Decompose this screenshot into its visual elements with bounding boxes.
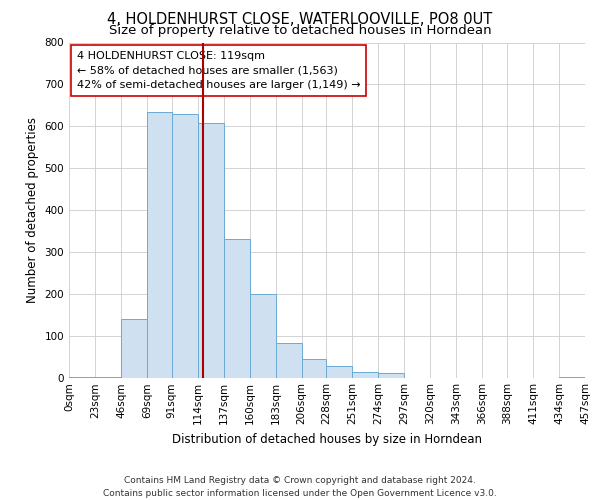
Bar (172, 114, 198, 378)
Bar (326, 366, 352, 378)
Text: 4 HOLDENHURST CLOSE: 119sqm
← 58% of detached houses are smaller (1,563)
42% of : 4 HOLDENHURST CLOSE: 119sqm ← 58% of det… (77, 51, 361, 90)
Y-axis label: Number of detached properties: Number of detached properties (26, 117, 39, 303)
Bar (352, 372, 379, 378)
Bar (302, 359, 326, 378)
X-axis label: Distribution of detached houses by size in Horndean: Distribution of detached houses by size … (172, 433, 482, 446)
Bar (121, 319, 147, 378)
Bar (275, 342, 302, 378)
Bar (224, 240, 250, 378)
Text: Contains HM Land Registry data © Crown copyright and database right 2024.
Contai: Contains HM Land Registry data © Crown c… (103, 476, 497, 498)
Bar (250, 294, 275, 378)
Bar (559, 376, 585, 378)
Bar (198, 124, 224, 378)
Bar (69, 376, 95, 378)
Bar (147, 112, 172, 378)
Text: Size of property relative to detached houses in Horndean: Size of property relative to detached ho… (109, 24, 491, 37)
Text: 4, HOLDENHURST CLOSE, WATERLOOVILLE, PO8 0UT: 4, HOLDENHURST CLOSE, WATERLOOVILLE, PO8… (107, 12, 493, 28)
Bar (95, 376, 121, 378)
Bar (379, 374, 404, 378)
